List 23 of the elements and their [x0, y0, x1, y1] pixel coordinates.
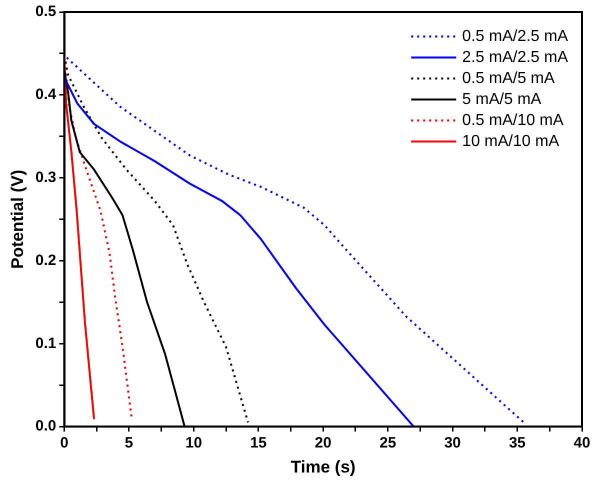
- y-tick-label: 0.2: [35, 252, 56, 269]
- x-tick-label: 40: [574, 434, 590, 452]
- x-tick-label: 10: [185, 434, 202, 452]
- x-tick-label: 15: [250, 434, 267, 452]
- legend-label: 0.5 mA/2.5 mA: [462, 28, 568, 45]
- y-tick-label: 0.0: [35, 418, 56, 435]
- x-tick-label: 25: [380, 434, 396, 452]
- x-tick-label: 5: [124, 434, 134, 452]
- x-tick-label: 0: [60, 434, 68, 452]
- y-tick-label: 0.4: [35, 86, 57, 104]
- legend-label: 10 mA/10 mA: [462, 132, 560, 150]
- y-tick-label: 0.5: [35, 3, 56, 20]
- legend-label: 0.5 mA/10 mA: [462, 112, 564, 129]
- legend-label: 5 mA/5 mA: [462, 90, 542, 108]
- y-tick-label: 0.1: [35, 334, 56, 352]
- x-tick-label: 20: [314, 434, 332, 452]
- y-axis-title: Potential (V): [8, 170, 27, 269]
- legend-label: 2.5 mA/2.5 mA: [462, 48, 568, 66]
- legend-label: 0.5 mA/5 mA: [462, 70, 555, 87]
- x-tick-label: 30: [444, 434, 461, 452]
- x-tick-label: 35: [508, 434, 526, 452]
- x-axis-title: Time (s): [290, 457, 356, 476]
- y-tick-label: 0.3: [35, 168, 56, 186]
